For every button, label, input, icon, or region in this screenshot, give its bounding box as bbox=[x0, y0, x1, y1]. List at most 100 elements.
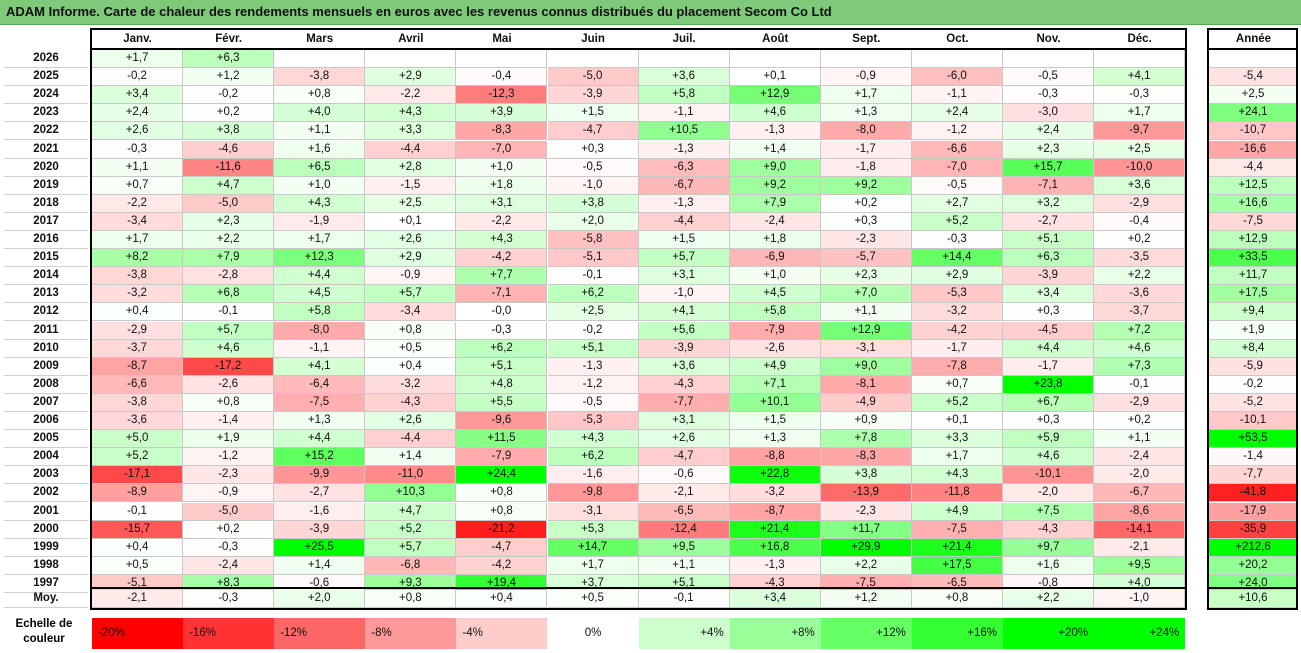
heatmap-cell: +0,3 bbox=[1003, 412, 1095, 430]
heatmap-cell: +7,7 bbox=[456, 267, 548, 286]
heatmap-cell: +0,3 bbox=[820, 212, 912, 231]
heatmap-cell: +4,4 bbox=[1003, 339, 1095, 358]
heatmap-cell: -3,2 bbox=[92, 285, 184, 304]
heatmap-cell: -6,3 bbox=[638, 158, 730, 177]
year-label: 2015 bbox=[4, 249, 88, 268]
annual-cell: -17,9 bbox=[1209, 502, 1298, 521]
heatmap-cell: -11,0 bbox=[365, 466, 457, 485]
heatmap-cell: +2,6 bbox=[365, 412, 457, 430]
heatmap-cell: +9,5 bbox=[638, 538, 730, 557]
heatmap-cell: -2,1 bbox=[638, 484, 730, 503]
heatmap-cell: -0,1 bbox=[1094, 375, 1186, 394]
heatmap-cell: -4,3 bbox=[638, 375, 730, 394]
heatmap-cell: -0,2 bbox=[547, 321, 639, 340]
heatmap-cell: -1,9 bbox=[274, 212, 366, 231]
heatmap-cell: +5,1 bbox=[547, 339, 639, 358]
heatmap-cell: +21,4 bbox=[729, 520, 821, 539]
heatmap-cell: -2,3 bbox=[820, 231, 912, 249]
heatmap-cell: -4,2 bbox=[456, 556, 548, 575]
heatmap-cell: +5,2 bbox=[365, 520, 457, 539]
heatmap-cell bbox=[729, 50, 821, 68]
heatmap-cell: -3,1 bbox=[820, 339, 912, 358]
heatmap-cell: -5,3 bbox=[911, 285, 1003, 304]
color-scale-swatch: -12% bbox=[274, 618, 366, 649]
heatmap-cell: +1,8 bbox=[729, 231, 821, 249]
heatmap-cell: -4,7 bbox=[638, 448, 730, 467]
year-label: 2002 bbox=[4, 484, 88, 503]
heatmap-cell: -2,2 bbox=[365, 86, 457, 105]
heatmap-cell: -2,7 bbox=[1003, 212, 1095, 231]
heatmap-cell: -1,5 bbox=[365, 176, 457, 195]
heatmap-cell: +21,4 bbox=[911, 538, 1003, 557]
color-scale-label: Echelle de couleur bbox=[15, 618, 73, 645]
average-cell: +0,8 bbox=[365, 590, 457, 608]
heatmap-cell: +1,3 bbox=[729, 430, 821, 449]
heatmap-cell: -3,8 bbox=[92, 393, 184, 412]
color-scale-swatch: -20% bbox=[92, 618, 184, 649]
color-scale-swatch: +8% bbox=[729, 618, 821, 649]
heatmap-cell: +4,5 bbox=[729, 285, 821, 304]
heatmap-cell: +3,2 bbox=[1003, 194, 1095, 213]
color-scale-swatch: +12% bbox=[820, 618, 912, 649]
heatmap-cell: -10,0 bbox=[1094, 158, 1186, 177]
heatmap-cell: +0,1 bbox=[365, 212, 457, 231]
heatmap-cell: -0,3 bbox=[183, 538, 275, 557]
heatmap-cell: +7,2 bbox=[1094, 321, 1186, 340]
heatmap-cell: +6,5 bbox=[274, 158, 366, 177]
heatmap-cell: +16,8 bbox=[729, 538, 821, 557]
year-label: 2007 bbox=[4, 394, 88, 412]
year-label: 2025 bbox=[4, 68, 88, 87]
heatmap-cell: -4,6 bbox=[183, 140, 275, 159]
year-label: 2004 bbox=[4, 448, 88, 467]
year-label: 2017 bbox=[4, 213, 88, 231]
heatmap-cell: +2,3 bbox=[820, 267, 912, 286]
heatmap-cell: +1,7 bbox=[911, 448, 1003, 467]
heatmap-cell: -1,3 bbox=[729, 122, 821, 141]
heatmap-cell: -6,6 bbox=[911, 140, 1003, 159]
heatmap-cell: +9,0 bbox=[729, 158, 821, 177]
heatmap-cell: -0,5 bbox=[547, 393, 639, 412]
heatmap-cell: -11,6 bbox=[183, 158, 275, 177]
heatmap-cell: -3,2 bbox=[729, 484, 821, 503]
heatmap-cell: +2,5 bbox=[547, 303, 639, 322]
annual-cell: -7,5 bbox=[1209, 212, 1298, 231]
heatmap-cell: -4,3 bbox=[365, 393, 457, 412]
heatmap-cell: -17,2 bbox=[183, 357, 275, 376]
heatmap-cell: +1,8 bbox=[456, 176, 548, 195]
year-label: 2009 bbox=[4, 358, 88, 376]
annual-cell: +12,5 bbox=[1209, 176, 1298, 195]
heatmap-cell bbox=[547, 50, 639, 68]
heatmap-cell: -4,7 bbox=[456, 538, 548, 557]
heatmap-cell: +2,4 bbox=[911, 104, 1003, 123]
heatmap-cell: -2,4 bbox=[183, 556, 275, 575]
heatmap-cell: -7,1 bbox=[456, 285, 548, 304]
heatmap-cell: +12,3 bbox=[274, 249, 366, 268]
heatmap-cell: +1,0 bbox=[274, 176, 366, 195]
heatmap-cell: +23,8 bbox=[1003, 375, 1095, 394]
heatmap-cell: -2,2 bbox=[92, 194, 184, 213]
heatmap-cell: +0,4 bbox=[92, 303, 184, 322]
heatmap-cell bbox=[456, 50, 548, 68]
heatmap-cell: +4,3 bbox=[547, 430, 639, 449]
heatmap-cell bbox=[365, 50, 457, 68]
year-label: 1997 bbox=[4, 575, 88, 593]
heatmap-cell: -8,6 bbox=[1094, 502, 1186, 521]
color-scale-swatch: -8% bbox=[365, 618, 457, 649]
heatmap-cell: -1,2 bbox=[547, 375, 639, 394]
annual-cell: -0,2 bbox=[1209, 375, 1298, 394]
heatmap-cell: -8,0 bbox=[274, 321, 366, 340]
average-cell: -2,1 bbox=[92, 590, 184, 608]
heatmap-cell: +6,3 bbox=[1003, 249, 1095, 268]
heatmap-cell: -0,1 bbox=[92, 502, 184, 521]
annual-cell: -5,2 bbox=[1209, 393, 1298, 412]
heatmap-cell: -0,4 bbox=[1094, 212, 1186, 231]
annual-cell: +17,5 bbox=[1209, 285, 1298, 304]
month-header: Janv. bbox=[123, 33, 152, 45]
year-label: 2024 bbox=[4, 86, 88, 105]
average-cell: -1,0 bbox=[1094, 590, 1186, 608]
heatmap-cell: +3,8 bbox=[820, 466, 912, 485]
year-label: 2020 bbox=[4, 159, 88, 177]
heatmap-cell: -6,6 bbox=[92, 375, 184, 394]
heatmap-cell: -1,3 bbox=[547, 357, 639, 376]
heatmap-cell: -3,5 bbox=[1094, 249, 1186, 268]
